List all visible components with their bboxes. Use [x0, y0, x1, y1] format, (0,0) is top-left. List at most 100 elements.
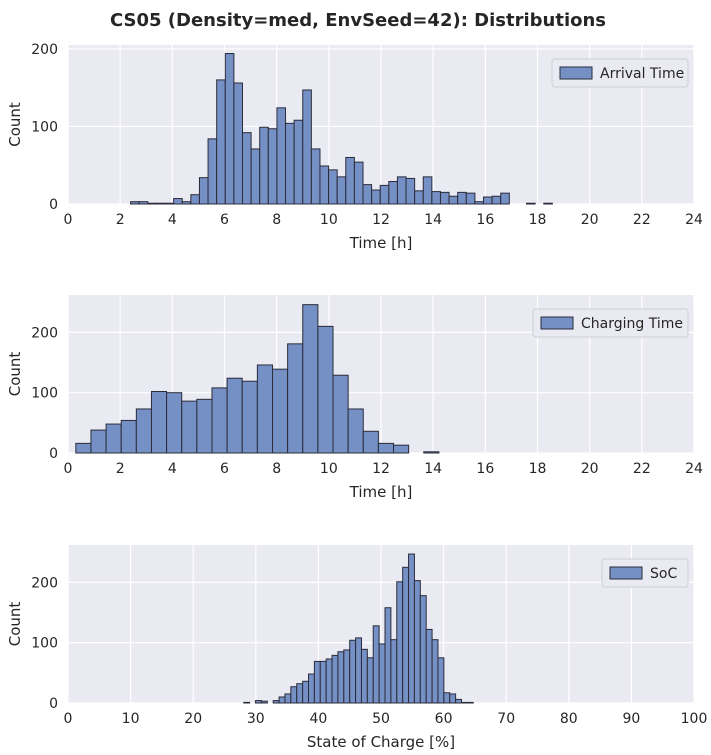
histogram-bar — [164, 202, 175, 205]
x-tick-label: 18 — [529, 212, 547, 228]
histogram-bar — [255, 700, 262, 704]
legend-box — [532, 308, 689, 338]
x-tick-label: 4 — [168, 212, 177, 228]
x-tick-label: 8 — [272, 461, 281, 477]
y-tick-label: 100 — [31, 119, 58, 135]
histogram-bar — [259, 126, 269, 205]
x-tick-label: 2 — [116, 212, 125, 228]
histogram-bar — [325, 658, 333, 704]
legend-swatch — [609, 566, 643, 580]
histogram-bar — [457, 191, 467, 205]
histogram-bar — [345, 156, 355, 205]
histogram-bar — [347, 408, 364, 454]
x-tick-label: 0 — [64, 212, 73, 228]
x-tick-label: 22 — [633, 461, 651, 477]
histogram-bar — [135, 408, 152, 454]
x-tick-label: 12 — [372, 212, 390, 228]
histogram-bar — [422, 176, 433, 205]
legend-label: Arrival Time — [600, 66, 684, 82]
x-tick-label: 100 — [681, 711, 708, 727]
histogram-bar — [360, 648, 368, 704]
x-tick-label: 30 — [247, 711, 265, 727]
histogram-bar — [343, 649, 351, 704]
legend-swatch — [540, 316, 574, 330]
x-axis-label: Time [h] — [349, 483, 413, 501]
x-tick-label: 2 — [116, 461, 125, 477]
histogram-bar — [216, 79, 226, 205]
histogram-bar — [287, 343, 304, 454]
histogram-bar — [310, 148, 321, 205]
y-axis-label: Count — [6, 352, 24, 397]
histogram-bar — [402, 566, 410, 704]
histogram-bar — [196, 398, 213, 454]
histogram-bar — [290, 686, 298, 704]
x-tick-label: 10 — [122, 711, 140, 727]
histogram-bar — [455, 698, 463, 704]
histogram-bar — [366, 657, 374, 704]
x-tick-label: 0 — [64, 711, 73, 727]
x-tick-label: 14 — [424, 212, 442, 228]
x-tick-label: 8 — [272, 212, 281, 228]
histogram-bar — [302, 680, 310, 704]
histogram-bar — [190, 194, 200, 205]
histogram-bar — [147, 202, 157, 205]
histogram-bar — [250, 148, 261, 205]
histogram-bar — [150, 390, 168, 454]
legend-label: Charging Time — [581, 316, 683, 332]
histogram-bar — [431, 639, 439, 704]
histogram-bar — [293, 119, 304, 205]
histogram-bar — [362, 184, 373, 205]
histogram-bar — [241, 132, 252, 205]
y-axis-label: Count — [6, 602, 24, 647]
x-tick-label: 90 — [622, 711, 640, 727]
legend-swatch — [559, 66, 593, 80]
y-tick-label: 0 — [49, 446, 58, 462]
histogram-bar — [278, 696, 286, 704]
histogram-bar — [377, 442, 395, 454]
y-tick-label: 0 — [49, 197, 58, 213]
x-tick-label: 24 — [685, 461, 703, 477]
histogram-bar — [378, 643, 386, 704]
histogram-bar — [396, 176, 407, 205]
legend: Arrival Time — [551, 58, 689, 88]
x-tick-label: 20 — [581, 461, 599, 477]
histogram-bar — [120, 419, 137, 454]
figure-title: CS05 (Density=med, EnvSeed=42): Distribu… — [109, 10, 607, 31]
x-tick-label: 0 — [64, 461, 73, 477]
x-tick-label: 10 — [320, 461, 338, 477]
histogram-bar — [226, 377, 243, 454]
histogram-bar — [276, 107, 287, 205]
histogram-bar — [337, 651, 345, 704]
histogram-bar — [388, 181, 398, 205]
histogram-bar — [443, 692, 451, 704]
histogram-bar — [173, 198, 183, 205]
x-tick-label: 14 — [424, 461, 442, 477]
legend-label: SoC — [650, 566, 677, 582]
histogram-bar — [413, 580, 421, 704]
histogram-bar — [105, 423, 122, 454]
histogram-bar — [449, 693, 457, 704]
histogram-bar — [243, 701, 251, 704]
histogram-bar — [543, 202, 553, 205]
histogram-bar — [526, 202, 536, 205]
histogram-bar — [256, 364, 273, 454]
y-axis-label: Count — [6, 102, 24, 147]
histogram-bar — [461, 701, 468, 704]
x-tick-label: 24 — [685, 212, 703, 228]
histogram-bar — [285, 122, 295, 205]
histogram-bar — [425, 628, 433, 704]
histogram-bar — [207, 138, 218, 205]
histogram-bar — [437, 657, 445, 704]
x-tick-label: 4 — [168, 461, 177, 477]
histogram-bar — [332, 374, 349, 454]
histogram-bar — [308, 673, 315, 704]
histogram-bar — [408, 553, 415, 704]
histogram-bar — [500, 192, 510, 205]
histogram-bar — [155, 202, 166, 205]
histogram-bar — [393, 444, 410, 454]
histogram-bar — [272, 700, 280, 704]
x-tick-label: 16 — [476, 212, 494, 228]
histogram-bar — [241, 380, 258, 454]
